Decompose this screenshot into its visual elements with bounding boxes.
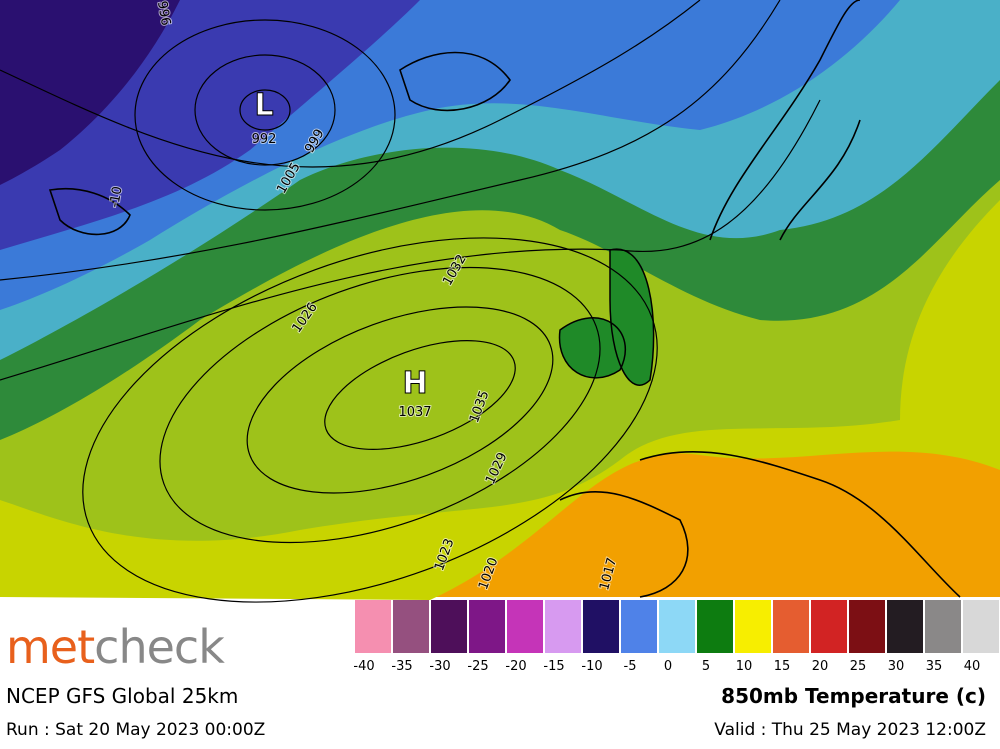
color-swatch [545,600,581,653]
color-swatch [583,600,619,653]
high-symbol: H [402,366,427,401]
legend-tick-label: -10 [581,659,602,674]
isobar [239,89,291,131]
temp-label: -10 [107,185,125,209]
isobar [159,266,601,544]
color-swatch [431,600,467,653]
model-name: NCEP GFS Global 25km [6,684,239,708]
color-legend: -40 -35 -30 -25 -20 -15 -10 -5 0 5 10 15 20 25 30 35 40 [353,600,999,674]
legend-tick-label: -40 [353,659,374,674]
color-swatch [659,600,695,653]
color-swatch [393,600,429,653]
legend-tick-label: -20 [505,659,526,674]
legend-tick-label: -35 [391,659,412,674]
isobar [246,306,554,494]
color-swatch [963,600,999,653]
isobar [324,340,516,450]
low-pressure: 992 [252,132,277,147]
legend-tick-label: 35 [926,659,943,674]
color-swatch [925,600,961,653]
color-swatch [469,600,505,653]
color-swatch [735,600,771,653]
isobar [134,19,396,211]
color-swatch [355,600,391,653]
color-swatch [621,600,657,653]
high-pressure: 1037 [398,405,431,420]
color-swatch [849,600,885,653]
isobar [82,237,658,603]
low-symbol: L [254,88,273,123]
legend-tick-label: 40 [964,659,981,674]
coastline-islands [48,51,511,236]
isobar [0,0,821,381]
legend-tick-label: 25 [850,659,867,674]
color-swatch [811,600,847,653]
logo: metcheck [6,620,225,674]
color-swatch [773,600,809,653]
legend-tick-label: 10 [736,659,753,674]
color-swatch [887,600,923,653]
field-name: 850mb Temperature (c) [721,684,986,708]
legend-tick-label: 20 [812,659,829,674]
legend-tick-label: 0 [664,659,672,674]
valid-time: Valid : Thu 25 May 2023 12:00Z [714,720,986,740]
legend-tick-label: -15 [543,659,564,674]
logo-check: check [94,620,225,674]
run-time: Run : Sat 20 May 2023 00:00Z [6,720,266,740]
color-swatch [507,600,543,653]
coastline [559,0,961,598]
color-swatch [697,600,733,653]
logo-met: met [6,620,95,674]
temp-zone-arctic [0,0,180,185]
legend-tick-label: -30 [429,659,450,674]
legend-tick-label: -25 [467,659,488,674]
legend-tick-label: 5 [702,659,710,674]
legend-tick-label: 30 [888,659,905,674]
legend-tick-label: 15 [774,659,791,674]
isobar-label: 996 [154,0,173,27]
legend-tick-label: -5 [624,659,637,674]
isobar [194,54,336,166]
